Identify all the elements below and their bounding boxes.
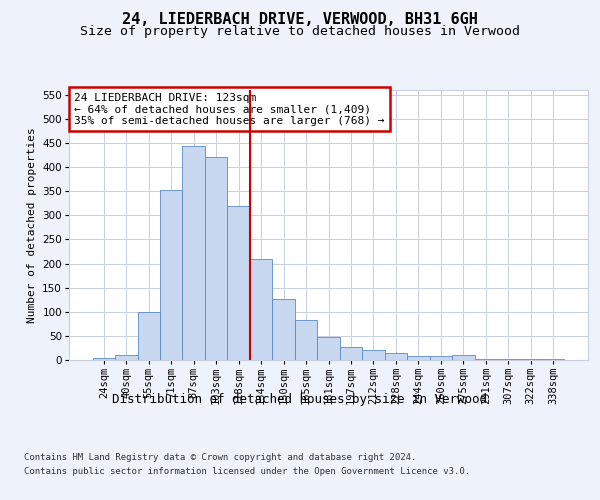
Bar — [385, 353, 407, 360]
Text: 24, LIEDERBACH DRIVE, VERWOOD, BH31 6GH: 24, LIEDERBACH DRIVE, VERWOOD, BH31 6GH — [122, 12, 478, 28]
Bar — [272, 299, 295, 360]
Bar — [92, 358, 115, 360]
Bar — [520, 359, 542, 360]
Text: 24 LIEDERBACH DRIVE: 123sqm
← 64% of detached houses are smaller (1,409)
35% of : 24 LIEDERBACH DRIVE: 123sqm ← 64% of det… — [74, 92, 385, 126]
Bar — [475, 358, 497, 360]
Bar — [250, 259, 272, 360]
Text: Distribution of detached houses by size in Verwood: Distribution of detached houses by size … — [113, 392, 487, 406]
Bar — [407, 356, 430, 360]
Bar — [452, 355, 475, 360]
Bar — [227, 206, 250, 360]
Bar — [362, 350, 385, 360]
Bar — [205, 158, 227, 360]
Bar — [160, 190, 182, 360]
Bar — [115, 355, 137, 360]
Bar — [430, 356, 452, 360]
Bar — [137, 312, 160, 360]
Bar — [497, 358, 520, 360]
Bar — [542, 359, 565, 360]
Bar — [182, 146, 205, 360]
Y-axis label: Number of detached properties: Number of detached properties — [27, 127, 37, 323]
Text: Contains HM Land Registry data © Crown copyright and database right 2024.: Contains HM Land Registry data © Crown c… — [24, 452, 416, 462]
Text: Size of property relative to detached houses in Verwood: Size of property relative to detached ho… — [80, 25, 520, 38]
Text: Contains public sector information licensed under the Open Government Licence v3: Contains public sector information licen… — [24, 468, 470, 476]
Bar — [317, 337, 340, 360]
Bar — [340, 347, 362, 360]
Bar — [295, 320, 317, 360]
